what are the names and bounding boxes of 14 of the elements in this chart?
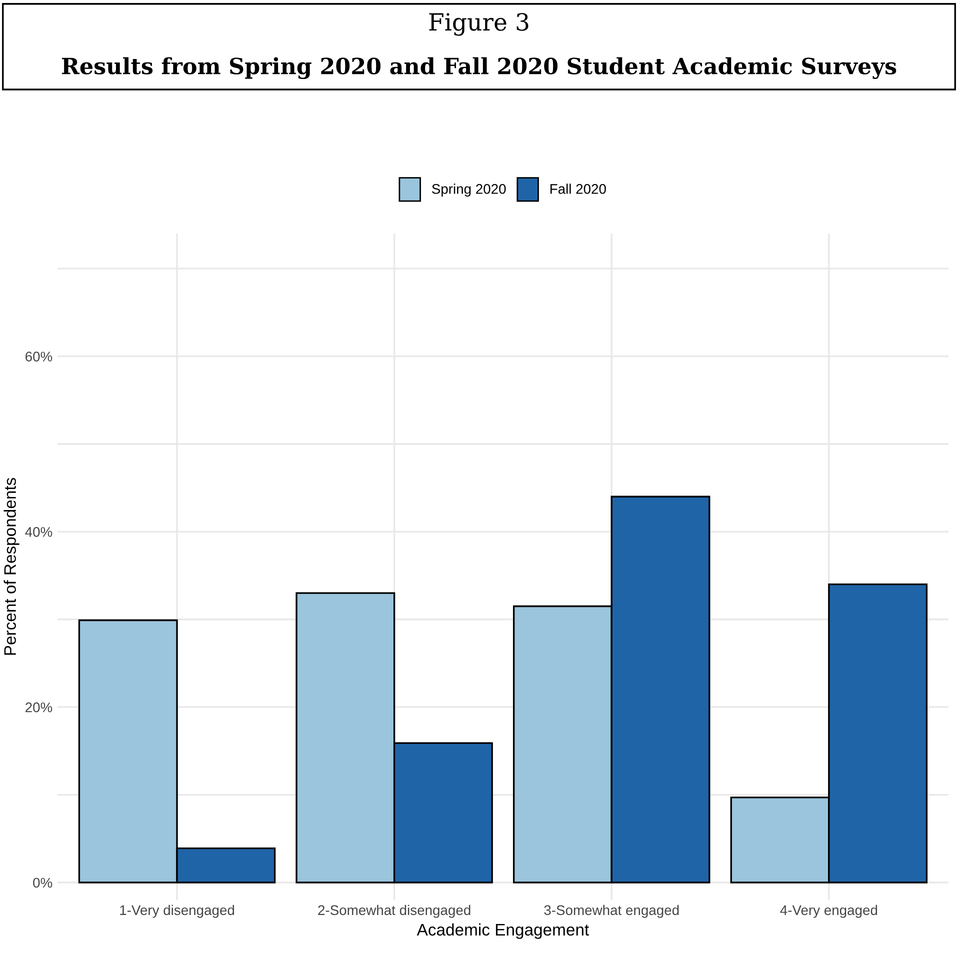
y-axis-title: Percent of Respondents (4, 478, 20, 655)
y-tick-label: 20% (26, 702, 52, 712)
x-tick-label: 1-Very disengaged (120, 904, 234, 918)
x-tick-label: 3-Somewhat engaged (544, 904, 679, 918)
chart-title: Figure 3 (429, 12, 528, 36)
y-tick-label: 40% (25, 527, 52, 537)
legend-label: Fall 2020 (550, 184, 606, 194)
y-tick-label: 60% (26, 352, 52, 362)
y-tick-label: 0% (33, 878, 52, 888)
legend-label: Spring 2020 (432, 184, 506, 197)
x-axis-title: Academic Engagement (416, 923, 589, 939)
x-tick-label: 4-Very engaged (780, 904, 878, 918)
x-tick-label: 2-Somewhat disengaged (318, 904, 470, 918)
chart-subtitle: Results from Spring 2020 and Fall 2020 Student Academic Surveys (62, 57, 896, 80)
